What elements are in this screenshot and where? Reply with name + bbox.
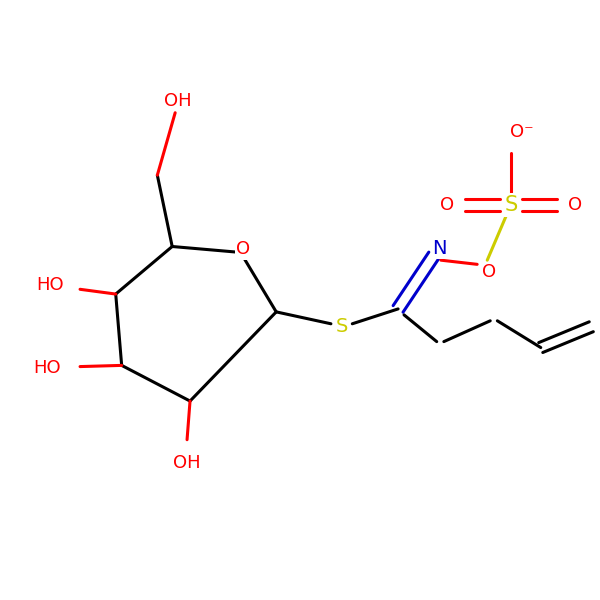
Text: S: S: [505, 195, 518, 215]
Text: HO: HO: [37, 276, 64, 294]
Text: S: S: [335, 317, 348, 336]
Text: O: O: [568, 196, 581, 214]
Text: O: O: [440, 196, 454, 214]
Text: OH: OH: [173, 454, 201, 472]
Text: HO: HO: [34, 359, 61, 377]
Text: O: O: [482, 263, 496, 281]
Text: O: O: [236, 241, 251, 259]
Text: N: N: [433, 239, 447, 258]
Text: O⁻: O⁻: [510, 123, 533, 141]
Text: OH: OH: [164, 92, 192, 110]
